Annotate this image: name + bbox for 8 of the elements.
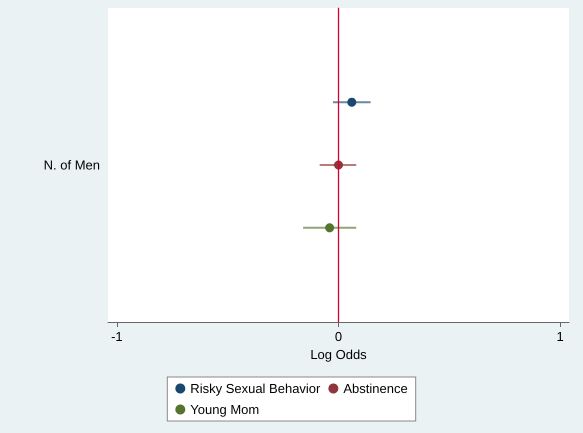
x-tick-label: 1 [556,329,564,344]
legend-label: Young Mom [190,402,260,417]
x-tick-label: 0 [334,329,342,344]
legend-label: Abstinence [343,381,408,396]
x-axis-title: Log Odds [310,346,368,362]
y-tick-label: N. of Men [44,158,100,172]
legend-label: Risky Sexual Behavior [190,381,322,396]
x-tick-label: -1 [111,329,123,344]
